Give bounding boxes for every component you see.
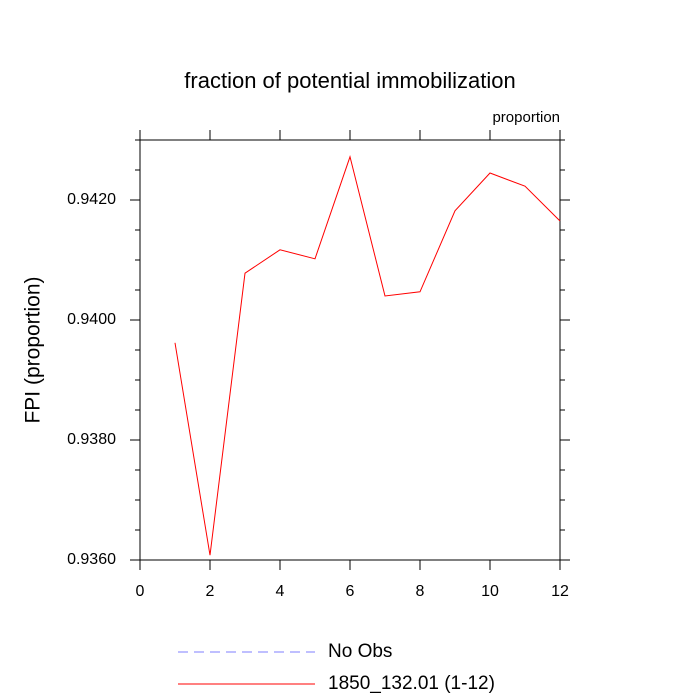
legend-label: No Obs [328,641,392,662]
y-tick-label: 0.9420 [67,191,116,208]
y-axis-label: FPI (proportion) [22,276,45,423]
y-tick-label: 0.9360 [67,551,116,568]
x-tick-label: 4 [276,583,285,600]
data-line [174,155,561,556]
units-label: proportion [492,109,560,126]
x-tick-label: 8 [416,583,425,600]
x-tick-label: 2 [206,583,215,600]
legend-label: 1850_132.01 (1-12) [328,673,495,694]
y-tick-label: 0.9400 [67,311,116,328]
chart-title: fraction of potential immobilization [184,68,515,93]
y-tick-label: 0.9380 [67,431,116,448]
plot-frame [139,139,561,561]
x-tick-label: 0 [136,583,145,600]
x-tick-label: 10 [481,583,499,600]
x-tick-label: 6 [346,583,355,600]
x-tick-label: 12 [551,583,569,600]
